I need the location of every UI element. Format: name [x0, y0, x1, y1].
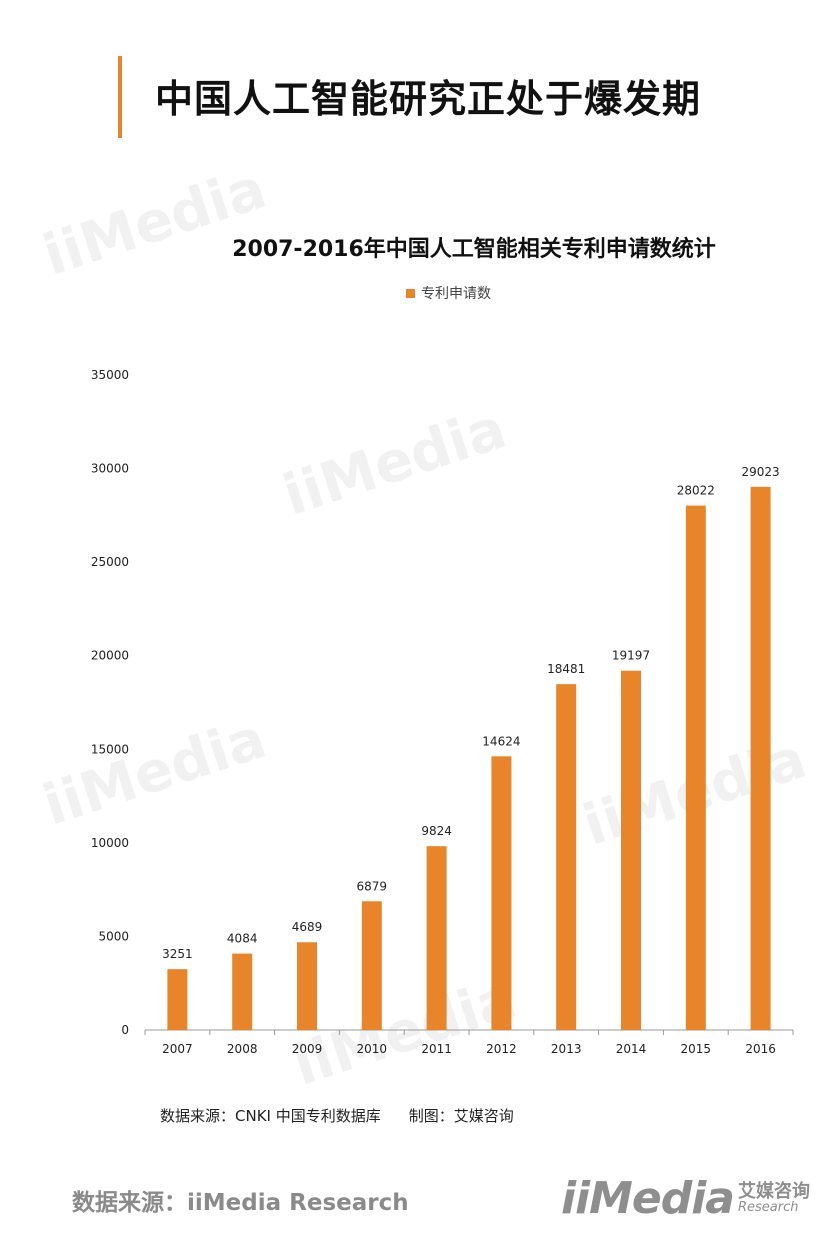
- y-tick-label: 25000: [91, 555, 129, 569]
- iimedia-logo: iiMedia 艾媒咨询 Research: [561, 1170, 810, 1226]
- bar-2013: [556, 684, 577, 1030]
- data-label-2011: 9824: [421, 824, 452, 838]
- bar-2010: [361, 901, 382, 1030]
- y-tick-label: 15000: [91, 742, 129, 756]
- title-accent-bar: [118, 56, 122, 138]
- x-tick-label: 2012: [486, 1042, 517, 1056]
- y-tick-label: 20000: [91, 649, 129, 663]
- bar-chart: 2007-2016年中国人工智能相关专利申请数统计 专利申请数 0 5000 100…: [91, 236, 794, 1056]
- bar-2015: [685, 505, 706, 1031]
- bar-2007: [167, 969, 188, 1030]
- x-tick-label: 2013: [551, 1042, 582, 1056]
- bar-2009: [297, 942, 317, 1030]
- source-text: 数据来源：CNKI 中国专利数据库: [160, 1107, 381, 1125]
- chart-title: 2007-2016年中国人工智能相关专利申请数统计: [232, 236, 716, 262]
- logo-cn: 艾媒咨询: [738, 1180, 810, 1202]
- data-label-2013: 18481: [547, 662, 585, 676]
- legend-swatch: [406, 289, 415, 298]
- bar-2014: [621, 670, 641, 1030]
- x-tick-label: 2008: [227, 1042, 258, 1056]
- y-tick-label: 5000: [98, 929, 129, 943]
- bar-2016: [750, 486, 771, 1030]
- x-tick-label: 2011: [421, 1042, 452, 1056]
- data-label-2008: 4084: [227, 932, 258, 946]
- x-tick-label: 2015: [681, 1042, 712, 1056]
- bar-2008: [232, 953, 253, 1030]
- bar-2012: [491, 756, 512, 1030]
- x-tick-label: 2016: [745, 1042, 776, 1056]
- page-title: 中国人工智能研究正处于爆发期: [155, 77, 702, 121]
- y-tick-label: 35000: [91, 368, 129, 382]
- logo-brand: iiMedia: [560, 1172, 735, 1224]
- y-tick-label: 10000: [91, 836, 129, 850]
- data-label-2012: 14624: [482, 734, 520, 748]
- x-tick-label: 2007: [162, 1042, 193, 1056]
- y-tick-label: 30000: [91, 462, 129, 476]
- data-label-2007: 3251: [162, 947, 193, 961]
- made-by-text: 制图：艾媒咨询: [408, 1107, 514, 1125]
- data-label-2010: 6879: [357, 879, 388, 893]
- legend-label: 专利申请数: [421, 286, 491, 302]
- y-tick-label: 0: [121, 1023, 129, 1037]
- x-tick-label: 2014: [616, 1042, 647, 1056]
- footer-source: 数据来源：iiMedia Research: [72, 1190, 409, 1216]
- source-note: 数据来源：CNKI 中国专利数据库 制图：艾媒咨询: [160, 1105, 514, 1126]
- data-label-2014: 19197: [612, 649, 650, 663]
- bar-2011: [426, 846, 447, 1030]
- logo-en: Research: [738, 1199, 799, 1215]
- x-tick-label: 2009: [292, 1042, 323, 1056]
- data-label-2009: 4689: [292, 920, 323, 934]
- data-label-2015: 28022: [677, 484, 715, 498]
- x-tick-label: 2010: [357, 1042, 388, 1056]
- data-label-2016: 29023: [742, 465, 780, 479]
